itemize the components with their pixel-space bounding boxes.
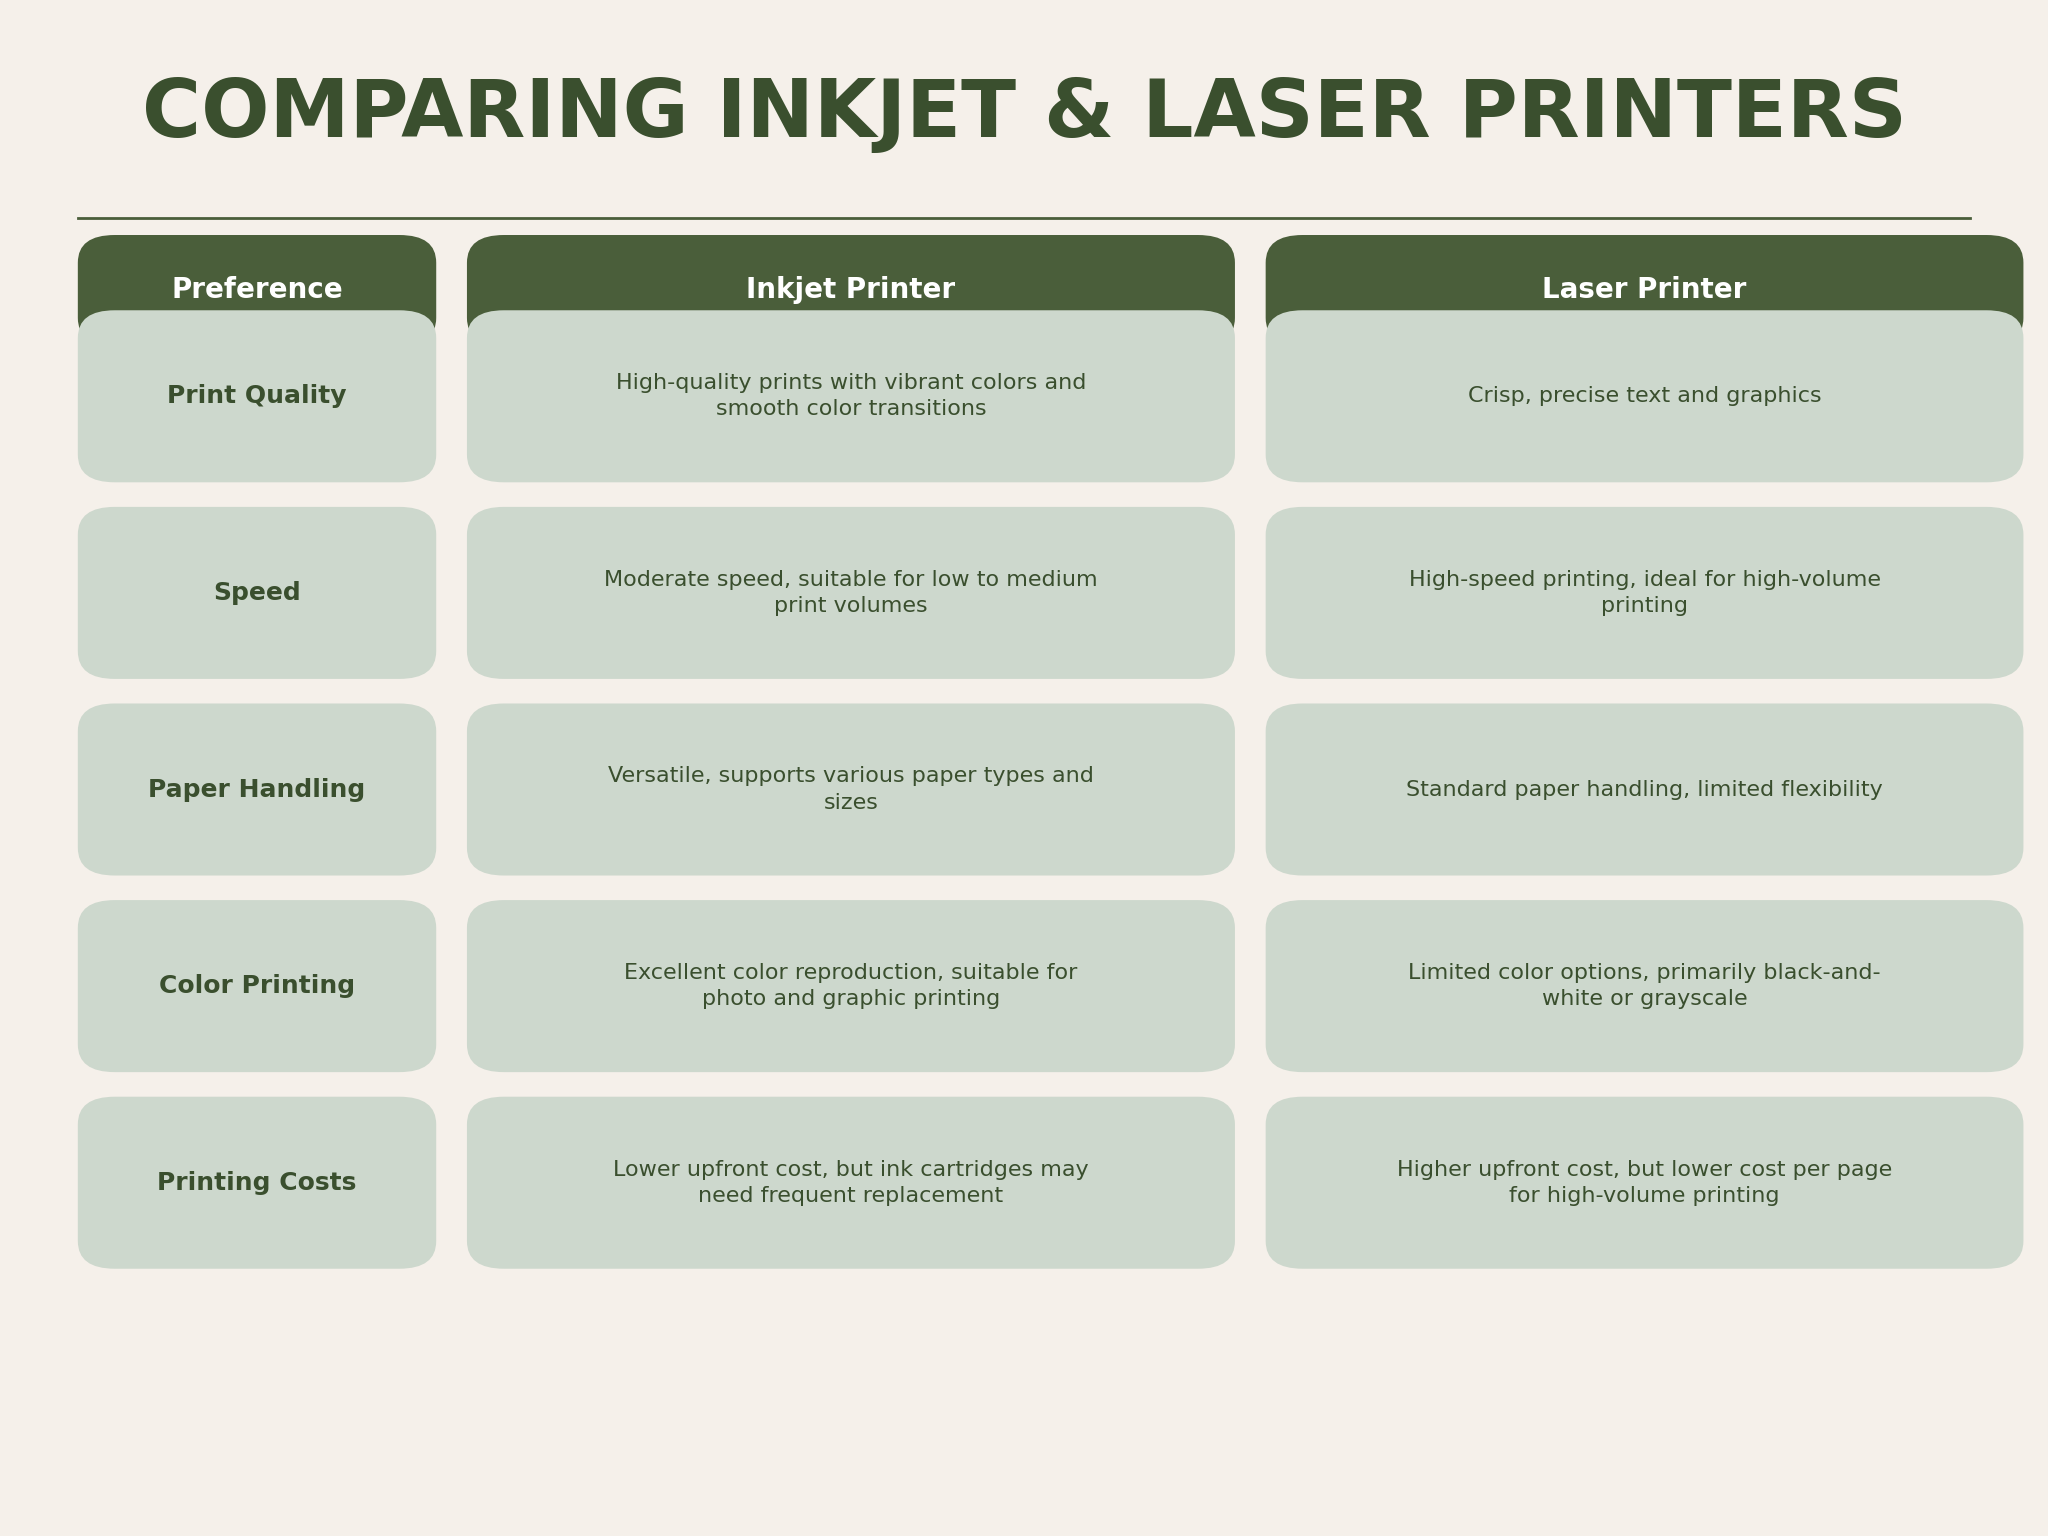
Text: Paper Handling: Paper Handling bbox=[147, 777, 367, 802]
FancyBboxPatch shape bbox=[78, 507, 436, 679]
FancyBboxPatch shape bbox=[78, 900, 436, 1072]
Text: Versatile, supports various paper types and
sizes: Versatile, supports various paper types … bbox=[608, 766, 1094, 813]
Text: Limited color options, primarily black-and-
white or grayscale: Limited color options, primarily black-a… bbox=[1409, 963, 1880, 1009]
Text: Moderate speed, suitable for low to medium
print volumes: Moderate speed, suitable for low to medi… bbox=[604, 570, 1098, 616]
Text: Excellent color reproduction, suitable for
photo and graphic printing: Excellent color reproduction, suitable f… bbox=[625, 963, 1077, 1009]
Text: Speed: Speed bbox=[213, 581, 301, 605]
Text: High-speed printing, ideal for high-volume
printing: High-speed printing, ideal for high-volu… bbox=[1409, 570, 1880, 616]
Text: Preference: Preference bbox=[172, 276, 342, 304]
Text: Inkjet Printer: Inkjet Printer bbox=[745, 276, 956, 304]
Text: Standard paper handling, limited flexibility: Standard paper handling, limited flexibi… bbox=[1407, 779, 1882, 800]
Text: Laser Printer: Laser Printer bbox=[1542, 276, 1747, 304]
FancyBboxPatch shape bbox=[467, 1097, 1235, 1269]
Text: Lower upfront cost, but ink cartridges may
need frequent replacement: Lower upfront cost, but ink cartridges m… bbox=[612, 1160, 1090, 1206]
FancyBboxPatch shape bbox=[1266, 1097, 2023, 1269]
FancyBboxPatch shape bbox=[1266, 900, 2023, 1072]
FancyBboxPatch shape bbox=[1266, 235, 2023, 346]
FancyBboxPatch shape bbox=[78, 1097, 436, 1269]
FancyBboxPatch shape bbox=[78, 703, 436, 876]
FancyBboxPatch shape bbox=[1266, 507, 2023, 679]
FancyBboxPatch shape bbox=[1266, 310, 2023, 482]
Text: Color Printing: Color Printing bbox=[160, 974, 354, 998]
Text: Print Quality: Print Quality bbox=[168, 384, 346, 409]
FancyBboxPatch shape bbox=[467, 235, 1235, 346]
Text: Printing Costs: Printing Costs bbox=[158, 1170, 356, 1195]
FancyBboxPatch shape bbox=[467, 703, 1235, 876]
FancyBboxPatch shape bbox=[467, 310, 1235, 482]
Text: Higher upfront cost, but lower cost per page
for high-volume printing: Higher upfront cost, but lower cost per … bbox=[1397, 1160, 1892, 1206]
Text: COMPARING INKJET & LASER PRINTERS: COMPARING INKJET & LASER PRINTERS bbox=[141, 77, 1907, 154]
FancyBboxPatch shape bbox=[78, 235, 436, 346]
FancyBboxPatch shape bbox=[1266, 703, 2023, 876]
FancyBboxPatch shape bbox=[78, 310, 436, 482]
Text: High-quality prints with vibrant colors and
smooth color transitions: High-quality prints with vibrant colors … bbox=[616, 373, 1085, 419]
FancyBboxPatch shape bbox=[467, 507, 1235, 679]
Text: Crisp, precise text and graphics: Crisp, precise text and graphics bbox=[1468, 386, 1821, 407]
FancyBboxPatch shape bbox=[467, 900, 1235, 1072]
